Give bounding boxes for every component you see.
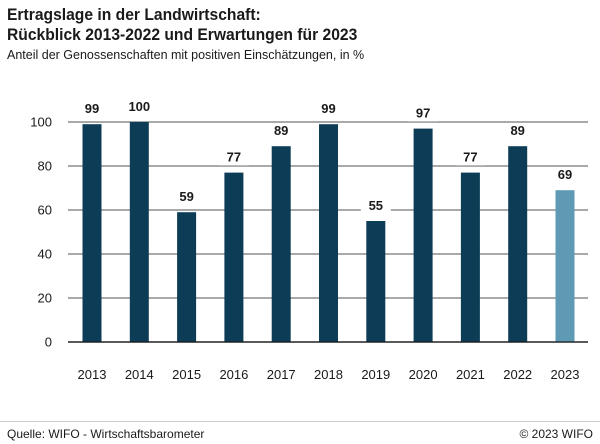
value-label-background <box>313 101 344 118</box>
bar-chart: 0 20 40 60 80 100 99 2013 100 2014 59 2015 77 2016 89 2… <box>30 99 588 382</box>
value-label-2020: 97 <box>416 106 430 121</box>
bar-2019 <box>366 221 386 342</box>
value-label-background <box>77 101 107 118</box>
bar-2021 <box>460 172 480 342</box>
x-tick-label-2019: 2019 <box>361 367 390 382</box>
y-tick-label: 0 <box>45 335 52 350</box>
copyright-note: © 2023 WIFO <box>519 427 593 441</box>
chart-title: Ertragslage in der Landwirtschaft: Rückb… <box>7 5 357 45</box>
value-label-2018: 99 <box>321 101 335 116</box>
x-tick-label-2015: 2015 <box>172 367 201 382</box>
footer: Quelle: WIFO - Wirtschaftsbarometer © 20… <box>0 421 600 444</box>
source-note: Quelle: WIFO - Wirtschaftsbarometer <box>7 427 205 441</box>
value-label-2021: 77 <box>463 150 477 165</box>
value-label-background <box>266 123 297 140</box>
value-label-background <box>360 198 391 214</box>
bar-2015 <box>177 212 197 342</box>
value-label-background <box>455 149 486 166</box>
x-tick-label-2021: 2021 <box>456 367 485 382</box>
value-label-background <box>550 167 580 184</box>
value-label-background <box>218 149 249 166</box>
value-label-background <box>171 189 202 206</box>
x-tick-label-2020: 2020 <box>409 367 438 382</box>
value-label-background <box>502 123 533 140</box>
value-label-2015: 59 <box>179 189 193 204</box>
x-tick-label-2022: 2022 <box>503 367 532 382</box>
bar-2017 <box>271 146 291 342</box>
x-tick-label-2023: 2023 <box>551 367 580 382</box>
bar-2013 <box>82 124 102 342</box>
value-label-background <box>124 99 155 115</box>
y-tick-label: 20 <box>38 291 52 306</box>
value-label-2013: 99 <box>85 101 99 116</box>
bar-2016 <box>224 172 244 342</box>
chart-subtitle: Anteil der Genossenschaften mit positive… <box>7 48 365 62</box>
y-tick-label: 100 <box>30 115 52 130</box>
x-tick-label-2013: 2013 <box>78 367 107 382</box>
chart-title-line-2: Rückblick 2013-2022 und Erwartungen für … <box>7 25 358 44</box>
value-label-2014: 100 <box>128 99 150 114</box>
bar-2020 <box>413 128 433 342</box>
x-tick-label-2014: 2014 <box>125 367 154 382</box>
chart-title-line-1: Ertragslage in der Landwirtschaft: <box>7 5 261 24</box>
bar-2014 <box>129 122 149 342</box>
value-label-background <box>408 105 439 122</box>
value-label-2022: 89 <box>510 123 524 138</box>
bar-2018 <box>319 124 338 342</box>
bar-2023 <box>555 190 575 342</box>
value-label-2019: 55 <box>369 198 383 213</box>
y-tick-label: 60 <box>38 203 52 218</box>
value-label-2017: 89 <box>274 123 288 138</box>
bar-2022 <box>508 146 528 342</box>
y-tick-label: 80 <box>38 159 52 174</box>
x-tick-label-2018: 2018 <box>314 367 343 382</box>
value-label-2016: 77 <box>227 150 241 165</box>
x-tick-label-2017: 2017 <box>267 367 296 382</box>
value-label-2023: 69 <box>558 167 572 182</box>
x-tick-label-2016: 2016 <box>219 367 248 382</box>
y-tick-label: 40 <box>38 247 52 262</box>
